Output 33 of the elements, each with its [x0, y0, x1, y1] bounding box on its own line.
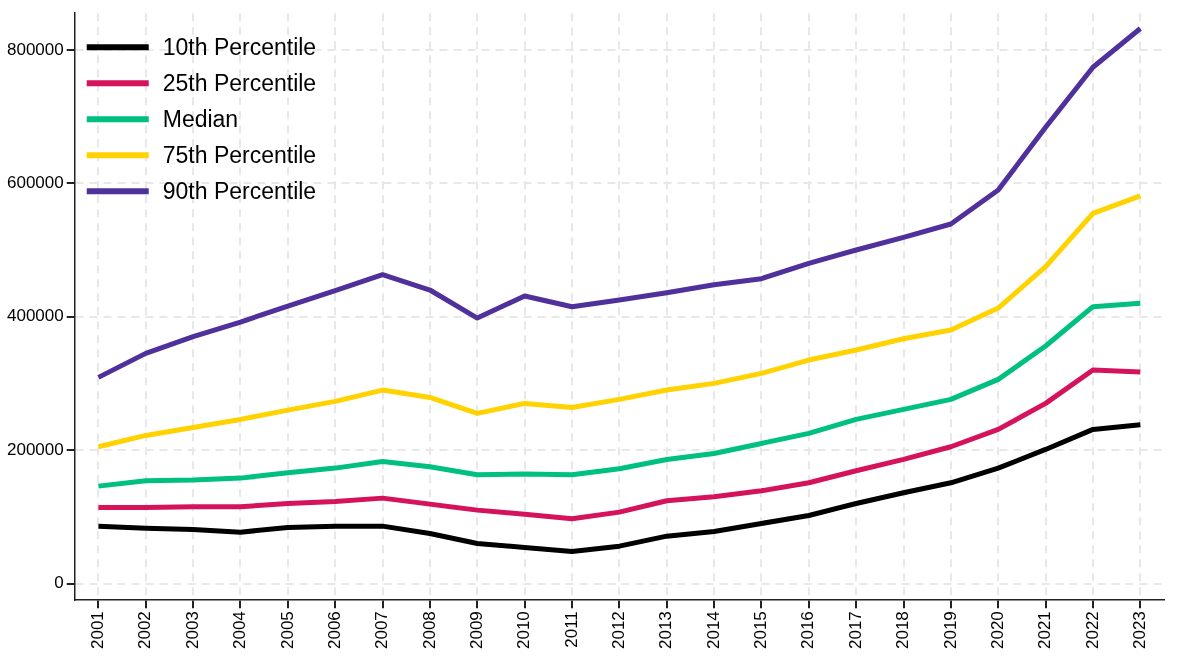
x-tick-label: 2023	[1130, 611, 1150, 650]
x-tick-label: 2013	[656, 611, 676, 650]
y-tick-label: 400000	[6, 306, 64, 326]
x-tick-label: 2020	[987, 611, 1007, 650]
legend-label: 25th Percentile	[162, 69, 317, 96]
x-tick-label: 2004	[230, 611, 250, 650]
x-tick-label: 2008	[419, 611, 439, 650]
x-tick-label: 2018	[893, 611, 913, 650]
x-tick-label: 2007	[372, 611, 392, 650]
x-tick-label: 2011	[561, 611, 581, 648]
x-tick-label: 2019	[940, 611, 960, 650]
y-tick-label: 600000	[6, 172, 64, 192]
legend-label: 75th Percentile	[162, 141, 317, 168]
x-tick-label: 2017	[845, 611, 865, 650]
x-tick-label: 2022	[1082, 611, 1102, 650]
x-tick-label: 2003	[182, 611, 202, 650]
y-tick-label: 800000	[6, 39, 64, 59]
x-tick-label: 2009	[466, 611, 486, 650]
x-tick-label: 2006	[324, 611, 344, 650]
y-tick-label: 200000	[6, 439, 64, 459]
x-tick-label: 2016	[798, 611, 818, 650]
x-tick-label: 2005	[277, 611, 297, 650]
x-tick-label: 2010	[514, 611, 534, 650]
x-tick-label: 2001	[88, 611, 108, 650]
x-tick-label: 2015	[751, 611, 771, 650]
legend-label: 90th Percentile	[162, 177, 317, 204]
x-tick-label: 2012	[609, 611, 629, 650]
x-tick-label: 2002	[135, 611, 155, 650]
x-tick-label: 2014	[703, 611, 723, 650]
legend-label: Median	[162, 105, 239, 132]
x-tick-label: 2021	[1035, 611, 1055, 650]
y-tick-label: 0	[54, 573, 64, 593]
legend-label: 10th Percentile	[162, 33, 317, 60]
